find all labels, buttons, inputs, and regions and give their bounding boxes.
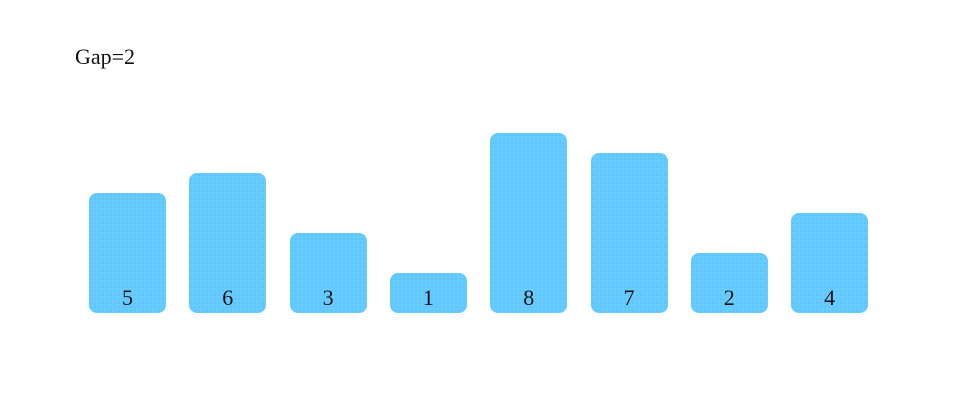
bar-value-label: 6 bbox=[222, 285, 234, 310]
array-bar: 7 bbox=[590, 153, 668, 313]
bar-value-label: 5 bbox=[122, 285, 133, 310]
gap-label: Gap=2 bbox=[75, 44, 136, 69]
bar-value-label: 4 bbox=[824, 285, 836, 310]
bar-value-label: 2 bbox=[723, 285, 735, 310]
bar-value-label: 7 bbox=[623, 285, 635, 310]
bar-value-label: 3 bbox=[322, 285, 334, 310]
array-bar: 4 bbox=[791, 213, 869, 313]
array-bar: 8 bbox=[490, 133, 568, 313]
array-bar: 6 bbox=[189, 173, 267, 313]
bar-value-label: 1 bbox=[422, 285, 434, 310]
array-bar: 1 bbox=[389, 273, 467, 313]
array-bar: 5 bbox=[89, 193, 166, 313]
array-bar: 2 bbox=[690, 253, 768, 313]
bar-value-label: 8 bbox=[523, 285, 535, 310]
array-bar: 3 bbox=[289, 233, 367, 313]
